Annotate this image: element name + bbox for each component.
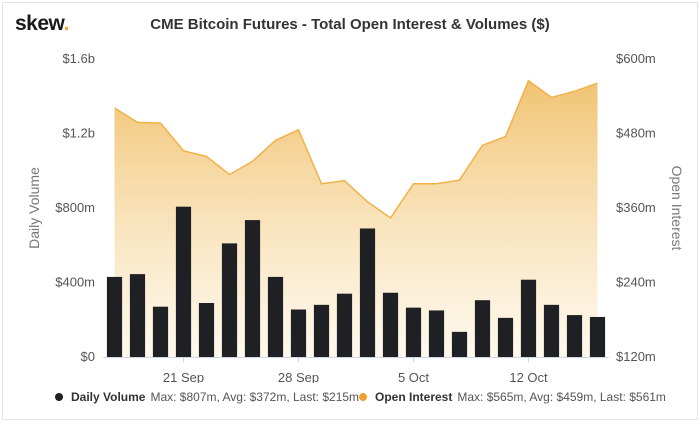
legend-item-open-interest[interactable]: Open Interest Max: $565m, Avg: $459m, La… (359, 390, 666, 404)
open-interest-point (458, 179, 461, 182)
volume-bar (359, 228, 376, 357)
x-tick-label: 12 Oct (509, 370, 548, 383)
chart-title: CME Bitcoin Futures - Total Open Interes… (150, 16, 550, 33)
y-right-tick-label: $120m (616, 349, 656, 364)
volume-bar (566, 315, 583, 357)
open-interest-point (228, 173, 231, 176)
open-interest-point (435, 182, 438, 185)
volume-bar (589, 316, 606, 357)
volume-bar (336, 293, 353, 357)
volume-bar (382, 292, 399, 357)
brand-logo: skew. (15, 12, 69, 36)
y-right-tick-label: $240m (616, 275, 656, 290)
chart-plot: $0 $400m $800m $1.2b $1.6b $120m $240m $360m $48… (26, 51, 685, 383)
legend-swatch-open-interest (359, 393, 367, 401)
brand-dot: . (63, 12, 70, 35)
open-interest-point (320, 182, 323, 185)
y-left-axis-title: Daily Volume (26, 167, 42, 249)
open-interest-point (596, 82, 599, 85)
open-interest-line (114, 79, 598, 219)
y-right-tick-label: $360m (616, 200, 656, 215)
y-left-tick-label: $800m (55, 200, 95, 215)
open-interest-point (343, 179, 346, 182)
open-interest-point (274, 139, 277, 142)
open-interest-point (366, 200, 369, 203)
legend-name: Open Interest (375, 390, 453, 404)
volume-bar (106, 276, 123, 357)
legend: Daily Volume Max: $807m, Avg: $372m, Las… (3, 390, 699, 410)
open-interest-point (182, 149, 185, 152)
y-left-tick-label: $1.2b (62, 126, 95, 141)
open-interest-point (389, 216, 392, 219)
volume-bar (290, 309, 307, 357)
open-interest-point (113, 107, 116, 110)
open-interest-point (159, 121, 162, 124)
legend-stats: Max: $807m, Avg: $372m, Last: $215m (150, 390, 360, 404)
legend-item-daily-volume[interactable]: Daily Volume Max: $807m, Avg: $372m, Las… (55, 390, 359, 404)
open-interest-point (573, 90, 576, 93)
volume-bar (198, 302, 215, 357)
volume-bar (175, 206, 192, 357)
open-interest-point (550, 96, 553, 99)
volume-bar (428, 310, 445, 357)
legend-swatch-daily-volume (55, 393, 63, 401)
x-tick-label: 21 Sep (163, 370, 204, 383)
open-interest-point (205, 155, 208, 158)
brand-name: skew (15, 12, 64, 35)
legend-stats: Max: $565m, Avg: $459m, Last: $561m (457, 390, 666, 404)
volume-bar (497, 317, 514, 357)
volume-bar (152, 306, 169, 357)
volume-bar (405, 307, 422, 357)
legend-name: Daily Volume (71, 390, 146, 404)
volume-bar (244, 220, 261, 357)
volume-bar (543, 304, 560, 357)
y-right-axis-title: Open Interest (669, 166, 685, 251)
volume-bar (520, 279, 537, 357)
open-interest-point (297, 128, 300, 131)
volume-bar (129, 274, 146, 357)
y-left-tick-label: $400m (55, 275, 95, 290)
volume-bar (451, 331, 468, 357)
y-left-tick-label: $1.6b (62, 51, 95, 66)
volume-bar (267, 276, 284, 357)
open-interest-point (136, 121, 139, 124)
open-interest-point (481, 144, 484, 147)
y-left-tick-label: $0 (81, 349, 95, 364)
open-interest-point (527, 79, 530, 82)
volume-bar (221, 243, 238, 357)
volume-bar (313, 304, 330, 357)
y-right-tick-label: $600m (616, 51, 656, 66)
x-tick-label: 28 Sep (278, 370, 319, 383)
x-tick-label: 5 Oct (398, 370, 429, 383)
volume-bar (474, 300, 491, 357)
open-interest-point (251, 160, 254, 163)
open-interest-point (412, 182, 415, 185)
open-interest-point (504, 135, 507, 138)
y-right-tick-label: $480m (616, 126, 656, 141)
